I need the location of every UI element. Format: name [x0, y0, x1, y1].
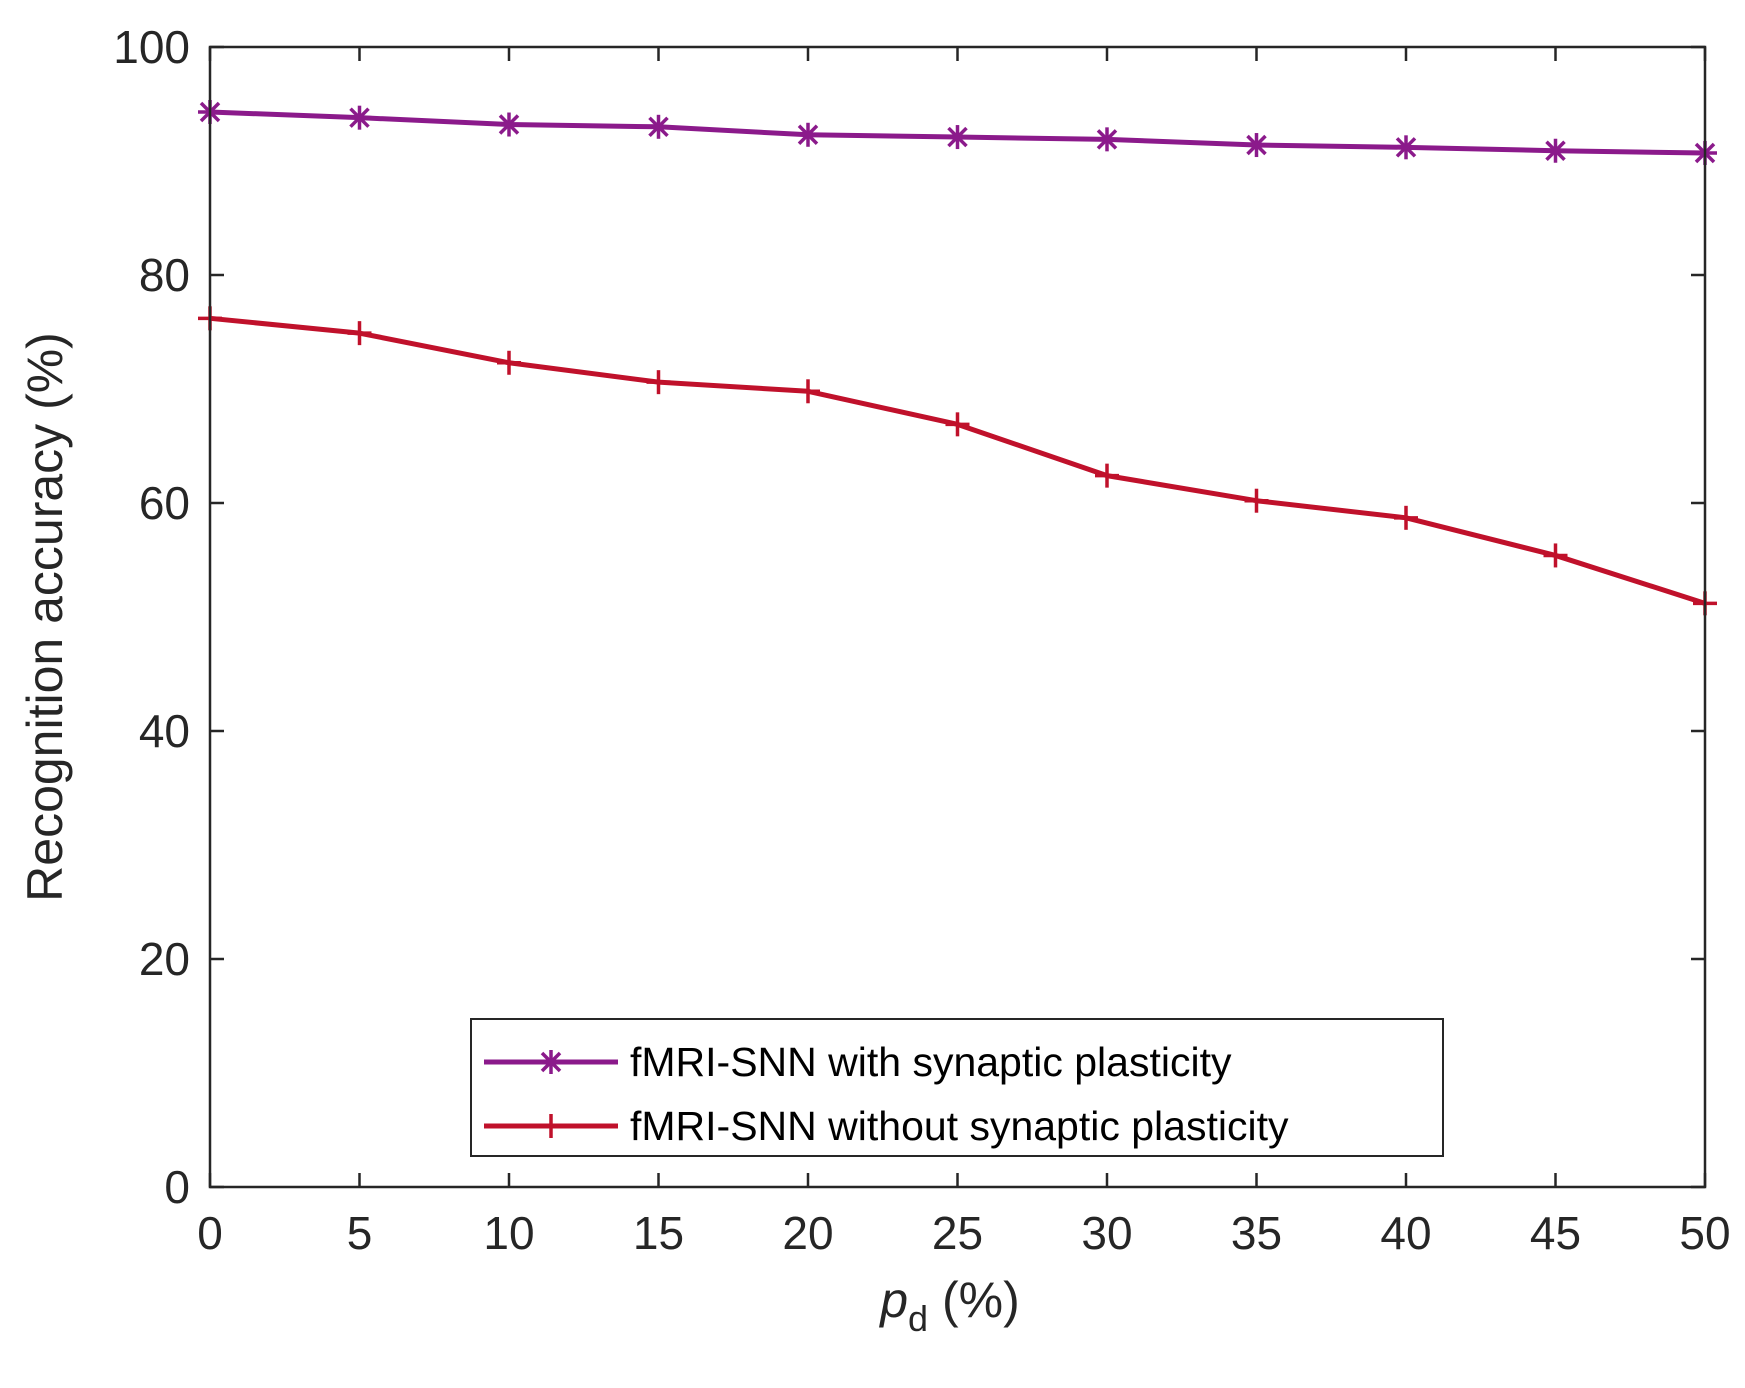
y-tick-label: 100: [113, 21, 190, 73]
x-axis-label-unit: (%): [942, 1272, 1020, 1328]
series-0-marker-d2: [1395, 137, 1417, 158]
legend: fMRI-SNN with synaptic plasticity fMRI-S…: [470, 1018, 1444, 1157]
series-0-marker-d2: [797, 124, 819, 146]
x-tick-label: 10: [483, 1207, 534, 1259]
x-tick-label: 15: [633, 1207, 684, 1259]
series-0-marker-d2: [1096, 129, 1118, 150]
x-tick-label: 25: [932, 1207, 983, 1259]
series-1-point: [347, 321, 372, 346]
x-tick-label: 20: [782, 1207, 833, 1259]
series-1-point: [646, 370, 671, 395]
series-0-point: [945, 125, 970, 150]
y-tick-label: 0: [164, 1161, 190, 1213]
x-tick-label: 0: [197, 1207, 223, 1259]
x-tick-label: 40: [1380, 1207, 1431, 1259]
series-0-point: [1543, 138, 1568, 163]
series-0-marker-d2: [648, 116, 669, 138]
series-0-point: [1244, 133, 1269, 158]
series-0-marker-d2: [1246, 134, 1267, 156]
series-1-point: [796, 379, 820, 404]
x-axis-label: pd (%): [878, 1272, 1020, 1339]
series-0-marker-d2: [947, 126, 968, 148]
series-0-point: [646, 114, 671, 139]
x-axis-label-main: p: [878, 1272, 908, 1328]
legend-line-without-plasticity: [484, 1114, 618, 1138]
series-0-marker-d2: [349, 107, 370, 128]
series-1-point: [1244, 488, 1269, 513]
series-0-marker-d2: [498, 114, 520, 135]
series-1-point: [497, 350, 521, 375]
series-1-point: [1394, 505, 1418, 530]
series-0-point: [796, 122, 820, 147]
series-1-point: [1543, 543, 1568, 568]
series-0-point: [1095, 127, 1119, 152]
series-1-point: [1095, 463, 1119, 488]
x-tick-label: 35: [1231, 1207, 1282, 1259]
x-axis-label-subscript: d: [908, 1298, 928, 1339]
y-tick-label: 20: [139, 933, 190, 985]
legend-marker-d2: [540, 1051, 562, 1073]
series-0-point: [1394, 135, 1418, 160]
legend-box: [470, 1018, 1444, 1157]
series-1-point: [945, 412, 970, 437]
y-tick-label: 80: [139, 249, 190, 301]
tick-layer: 0 5 10 15 20 25 30 35 40 45 50 0 20 40 60 80 100: [113, 21, 1730, 1259]
y-axis-label: Recognition accuracy (%): [17, 332, 73, 902]
series-0-marker-d2: [1545, 140, 1566, 161]
series-0-point: [347, 105, 372, 130]
x-tick-label: 45: [1530, 1207, 1581, 1259]
series-0: [198, 99, 1717, 166]
series-1: [198, 306, 1717, 616]
x-tick-label: 5: [347, 1207, 373, 1259]
y-tick-label: 60: [139, 477, 190, 529]
x-tick-label: 30: [1081, 1207, 1132, 1259]
legend-label-without-plasticity: fMRI-SNN without synaptic plasticity: [630, 1103, 1289, 1149]
legend-label-with-plasticity: fMRI-SNN with synaptic plasticity: [630, 1039, 1232, 1085]
series-0-point: [497, 112, 521, 137]
series-layer: [198, 99, 1717, 616]
y-tick-label: 40: [139, 705, 190, 757]
x-tick-label: 50: [1679, 1207, 1730, 1259]
legend-line-with-plasticity: [484, 1050, 618, 1074]
